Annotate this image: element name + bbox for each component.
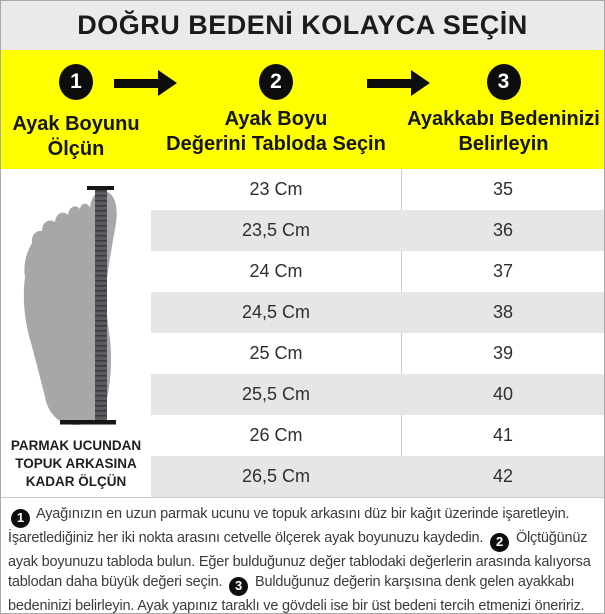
- shoe-size-cell: 41: [401, 415, 604, 456]
- foot-measurement-panel: PARMAK UCUNDAN TOPUK ARKASINA KADAR ÖLÇÜ…: [1, 169, 151, 497]
- foot-length-cell: 24 Cm: [249, 261, 303, 281]
- size-row: 25 Cm 39: [151, 333, 604, 374]
- shoe-size-cell: 42: [492, 466, 514, 486]
- step-1-label-line2: Ölçün: [47, 138, 105, 160]
- shoe-size-cell: 40: [492, 384, 514, 404]
- footnote-1-number-badge: 1: [11, 508, 30, 528]
- foot-length-cell: 25,5 Cm: [241, 384, 311, 404]
- steps-band: 1 Ayak Boyunu Ölçün 2 Ayak Boyu Değerini…: [1, 50, 604, 169]
- foot-length-cell: 23 Cm: [249, 179, 303, 199]
- foot-caption-line1: PARMAK UCUNDAN: [10, 438, 142, 453]
- body-section: PARMAK UCUNDAN TOPUK ARKASINA KADAR ÖLÇÜ…: [1, 169, 604, 497]
- foot-caption: PARMAK UCUNDAN TOPUK ARKASINA KADAR ÖLÇÜ…: [11, 437, 141, 491]
- footnote-2-text: Ölçtüğünüz ayak boyunuzu tabloda bulun. …: [8, 529, 591, 590]
- step-3-number-badge: 3: [486, 64, 521, 100]
- foot-length-cell: 26 Cm: [249, 425, 303, 445]
- step-1-label-line1: Ayak Boyunu: [12, 113, 140, 135]
- foot-caption-line3: KADAR ÖLÇÜN: [25, 474, 127, 489]
- size-row: 26,5 Cm 42: [151, 456, 604, 497]
- arrow-right-icon: [114, 70, 177, 96]
- shoe-size-cell: 36: [492, 220, 514, 240]
- step-1-number-badge: 1: [59, 64, 93, 100]
- page-title: DOĞRU BEDENİ KOLAYCA SEÇİN: [77, 10, 528, 40]
- step-3-label-line1: Ayakkabı Bedeninizi: [407, 108, 600, 130]
- footnote-3-text: Bulduğunuz değerin karşısına denk gelen …: [8, 574, 585, 614]
- shoe-size-cell: 37: [401, 251, 604, 292]
- foot-caption-line2: TOPUK ARKASINA: [15, 456, 137, 471]
- step-2: 2 Ayak Boyu Değerini Tabloda Seçin: [151, 50, 401, 157]
- footnote-2-number-badge: 2: [490, 532, 510, 552]
- step-3-label-line2: Belirleyin: [458, 133, 549, 155]
- step-2-label-line1: Ayak Boyu: [224, 108, 328, 130]
- size-row: 24 Cm 37: [151, 251, 604, 292]
- foot-measure-illustration-icon: [23, 186, 117, 425]
- size-table: 23 Cm 35 23,5 Cm 36 24 Cm 37 24,5 Cm 38 …: [151, 169, 604, 497]
- shoe-size-cell: 38: [492, 302, 514, 322]
- step-2-number-badge: 2: [259, 64, 293, 100]
- shoe-size-cell: 35: [401, 169, 604, 210]
- foot-length-cell: 25 Cm: [249, 343, 303, 363]
- size-row: 25,5 Cm 40: [151, 374, 604, 415]
- footnote-section: 1 Ayağınızın en uzun parmak ucunu ve top…: [1, 497, 604, 614]
- size-row: 24,5 Cm 38: [151, 292, 604, 333]
- foot-length-cell: 26,5 Cm: [241, 466, 311, 486]
- size-row: 23,5 Cm 36: [151, 210, 604, 251]
- size-row: 26 Cm 41: [151, 415, 604, 456]
- footnote-3-number-badge: 3: [229, 576, 249, 596]
- foot-length-cell: 23,5 Cm: [241, 220, 311, 240]
- title-bar: DOĞRU BEDENİ KOLAYCA SEÇİN: [1, 1, 604, 50]
- footnote-paragraph: 1 Ayağınızın en uzun parmak ucunu ve top…: [8, 504, 597, 614]
- step-3: 3 Ayakkabı Bedeninizi Belirleyin: [401, 50, 604, 157]
- step-2-label-line2: Değerini Tabloda Seçin: [166, 133, 386, 155]
- footnote-1-text: Ayağınızın en uzun parmak ucunu ve topuk…: [8, 506, 570, 546]
- arrow-right-icon: [367, 70, 430, 96]
- size-row: 23 Cm 35: [151, 169, 604, 210]
- step-1: 1 Ayak Boyunu Ölçün: [1, 50, 151, 162]
- foot-length-cell: 24,5 Cm: [241, 302, 311, 322]
- shoe-size-cell: 39: [401, 333, 604, 374]
